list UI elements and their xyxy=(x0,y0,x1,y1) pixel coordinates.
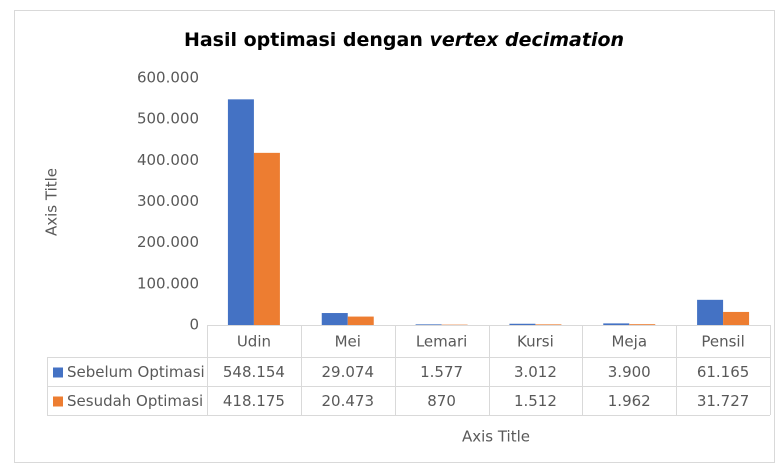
chart-title: Hasil optimasi dengan vertex decimation xyxy=(184,29,624,51)
x-axis-title: Axis Title xyxy=(462,428,530,446)
bar xyxy=(415,324,442,325)
x-tick-label: Meja xyxy=(611,333,647,351)
table-value: 29.074 xyxy=(322,363,375,381)
bar xyxy=(535,324,562,325)
x-tick-label: Udin xyxy=(237,333,271,351)
table-value: 1.577 xyxy=(420,363,463,381)
legend-label: Sesudah Optimasi xyxy=(67,392,203,410)
bar xyxy=(253,152,280,325)
y-tick-label: 600.000 xyxy=(137,69,199,87)
table-value: 3.012 xyxy=(514,363,557,381)
y-tick-label: 300.000 xyxy=(137,192,199,210)
table-value: 61.165 xyxy=(697,363,750,381)
bar xyxy=(723,311,750,325)
legend-swatch xyxy=(53,396,63,407)
chart-frame xyxy=(14,10,775,463)
table-value: 1.962 xyxy=(608,392,651,410)
x-tick-label: Kursi xyxy=(517,333,554,351)
bar xyxy=(227,99,254,326)
x-tick-label: Lemari xyxy=(416,333,467,351)
bar xyxy=(347,316,374,325)
x-tick-label: Pensil xyxy=(701,333,744,351)
y-tick-label: 100.000 xyxy=(137,274,199,292)
table-value: 3.900 xyxy=(608,363,651,381)
bar xyxy=(697,299,724,325)
y-axis-title: Axis Title xyxy=(43,168,61,236)
y-tick-label: 500.000 xyxy=(137,110,199,128)
title-italic: vertex decimation xyxy=(430,29,625,51)
x-tick-label: Mei xyxy=(335,333,361,351)
legend-swatch xyxy=(53,367,63,378)
legend-label: Sebelum Optimasi xyxy=(67,363,205,381)
table-value: 870 xyxy=(427,392,456,410)
bar xyxy=(603,323,630,325)
bar xyxy=(321,313,348,325)
title-part: Hasil optimasi dengan xyxy=(184,29,430,51)
table-value: 1.512 xyxy=(514,392,557,410)
y-tick-label: 200.000 xyxy=(137,233,199,251)
y-tick-label: 0 xyxy=(189,316,199,334)
table-value: 20.473 xyxy=(322,392,375,410)
table-value: 31.727 xyxy=(697,392,750,410)
bar xyxy=(629,324,656,325)
bar xyxy=(509,323,536,325)
table-value: 548.154 xyxy=(223,363,285,381)
y-tick-label: 400.000 xyxy=(137,151,199,169)
table-value: 418.175 xyxy=(223,392,285,410)
